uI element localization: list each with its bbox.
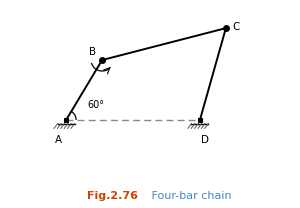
- Text: B: B: [88, 47, 96, 57]
- Text: C: C: [233, 22, 240, 32]
- Text: Fig.2.76: Fig.2.76: [87, 191, 138, 201]
- Bar: [198, 118, 202, 122]
- Text: Four-bar chain: Four-bar chain: [141, 191, 232, 201]
- Text: D: D: [201, 135, 209, 145]
- Text: 60°: 60°: [87, 100, 104, 110]
- Text: A: A: [55, 135, 62, 145]
- Bar: [64, 118, 68, 122]
